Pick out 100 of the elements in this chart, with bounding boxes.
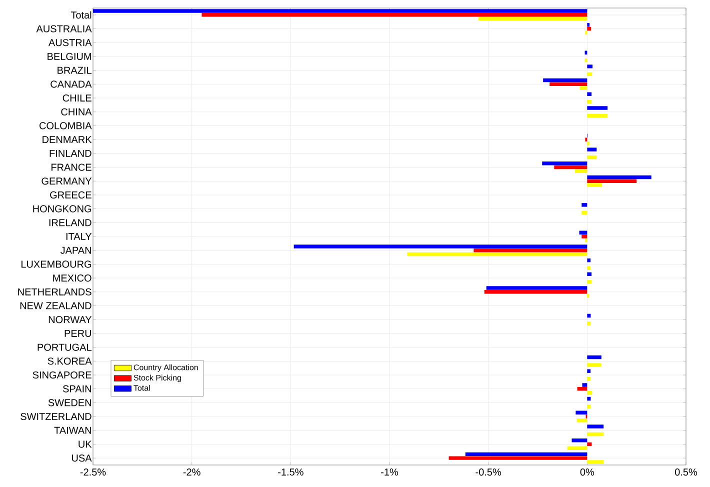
bar (294, 244, 588, 248)
bar (202, 13, 588, 17)
y-tick-label: CHINA (61, 108, 92, 116)
bar (567, 446, 588, 450)
bar (587, 26, 592, 31)
y-tick-label: BRAZIL (58, 66, 92, 74)
bar (407, 252, 588, 256)
y-tick-label: HONGKONG (33, 205, 92, 212)
y-tick-label: Total (70, 11, 92, 19)
bar (587, 155, 597, 160)
bar (587, 106, 608, 110)
bar (587, 175, 652, 180)
y-tick-label: DENMARK (42, 136, 92, 143)
bar (587, 432, 604, 436)
bar (587, 355, 602, 360)
bar (542, 162, 588, 166)
bar (587, 142, 590, 146)
bar (543, 78, 588, 82)
bar (587, 322, 591, 326)
y-tick-label: PORTUGAL (38, 344, 92, 351)
bar (587, 100, 592, 104)
bar (587, 363, 602, 367)
legend-label: Total (134, 384, 150, 391)
legend-label: Country Allocation (134, 364, 198, 372)
x-tick-label: 0.5% (674, 468, 698, 476)
bar (484, 290, 588, 294)
y-tick-label: NORWAY (48, 316, 92, 324)
bar (587, 314, 591, 318)
y-tick-label: CHILE (62, 94, 92, 102)
x-tick-label: 0% (580, 468, 594, 476)
y-tick-label: USA (72, 454, 92, 462)
y-tick-label: SWITZERLAND (20, 412, 92, 420)
bar (587, 258, 591, 262)
bar (579, 230, 588, 234)
y-tick-label: TAIWAN (54, 426, 92, 434)
bar (550, 82, 588, 86)
y-tick-label: SPAIN (62, 385, 92, 392)
y-tick-label: CANADA (50, 80, 92, 88)
bar (582, 234, 588, 238)
bar (587, 72, 592, 76)
bar (587, 114, 608, 118)
bar (448, 456, 588, 460)
bar (587, 266, 591, 270)
x-tick-label: -2.5% (80, 468, 106, 476)
bar (465, 452, 588, 456)
x-tick-label: -1.5% (278, 468, 304, 476)
y-tick-label: MEXICO (53, 274, 92, 282)
bar (474, 248, 588, 252)
bar (580, 86, 588, 90)
y-tick-label: UK (78, 440, 92, 448)
bar (587, 148, 597, 152)
x-tick-label: -0.5% (476, 468, 502, 476)
bar (576, 418, 588, 422)
bar (587, 460, 604, 464)
bar (587, 442, 592, 446)
legend-label: Stock Picking (134, 374, 181, 382)
y-tick-label: NETHERLANDS (18, 288, 92, 296)
x-tick-label: -1% (381, 468, 398, 476)
y-tick-label: SWEDEN (48, 399, 91, 406)
y-tick-label: LUXEMBOURG (22, 260, 92, 268)
bar (587, 396, 591, 401)
bar (554, 165, 588, 170)
bar (577, 386, 588, 391)
bar (587, 272, 592, 276)
bar (576, 410, 588, 415)
y-tick-label: AUSTRIA (48, 39, 92, 46)
y-tick-label: JAPAN (60, 246, 91, 254)
bar (587, 23, 590, 27)
y-tick-label: NEW ZEALAND (20, 302, 92, 310)
y-tick-label: PERU (64, 330, 92, 337)
y-tick-label: GERMANY (42, 178, 92, 185)
x-tick-label: -2% (183, 468, 200, 476)
y-tick-label: ITALY (66, 233, 92, 240)
y-tick-label: AUSTRALIA (36, 25, 92, 32)
bar (574, 169, 588, 173)
bar (582, 383, 588, 387)
bar (582, 203, 588, 207)
bar (572, 438, 588, 442)
bar (587, 369, 591, 373)
y-tick-label: GREECE (50, 191, 92, 198)
bar (587, 424, 604, 428)
y-tick-label: IRELAND (49, 219, 92, 226)
bar (93, 9, 588, 13)
bar (587, 404, 591, 408)
y-tick-label: COLOMBIA (40, 122, 92, 130)
bar (486, 286, 588, 290)
bar (587, 92, 592, 96)
bar (587, 376, 591, 381)
y-tick-label: BELGIUM (48, 52, 91, 60)
y-tick-label: SINGAPORE (32, 371, 92, 379)
bar (582, 210, 588, 215)
bar (584, 50, 588, 54)
bar (587, 179, 637, 183)
bar (587, 64, 592, 68)
y-tick-label: S.KOREA (48, 358, 92, 365)
y-tick-label: FINLAND (50, 150, 92, 157)
bar (478, 16, 588, 21)
bar (587, 280, 592, 284)
y-tick-label: FRANCE (52, 164, 92, 171)
bar (587, 183, 602, 187)
